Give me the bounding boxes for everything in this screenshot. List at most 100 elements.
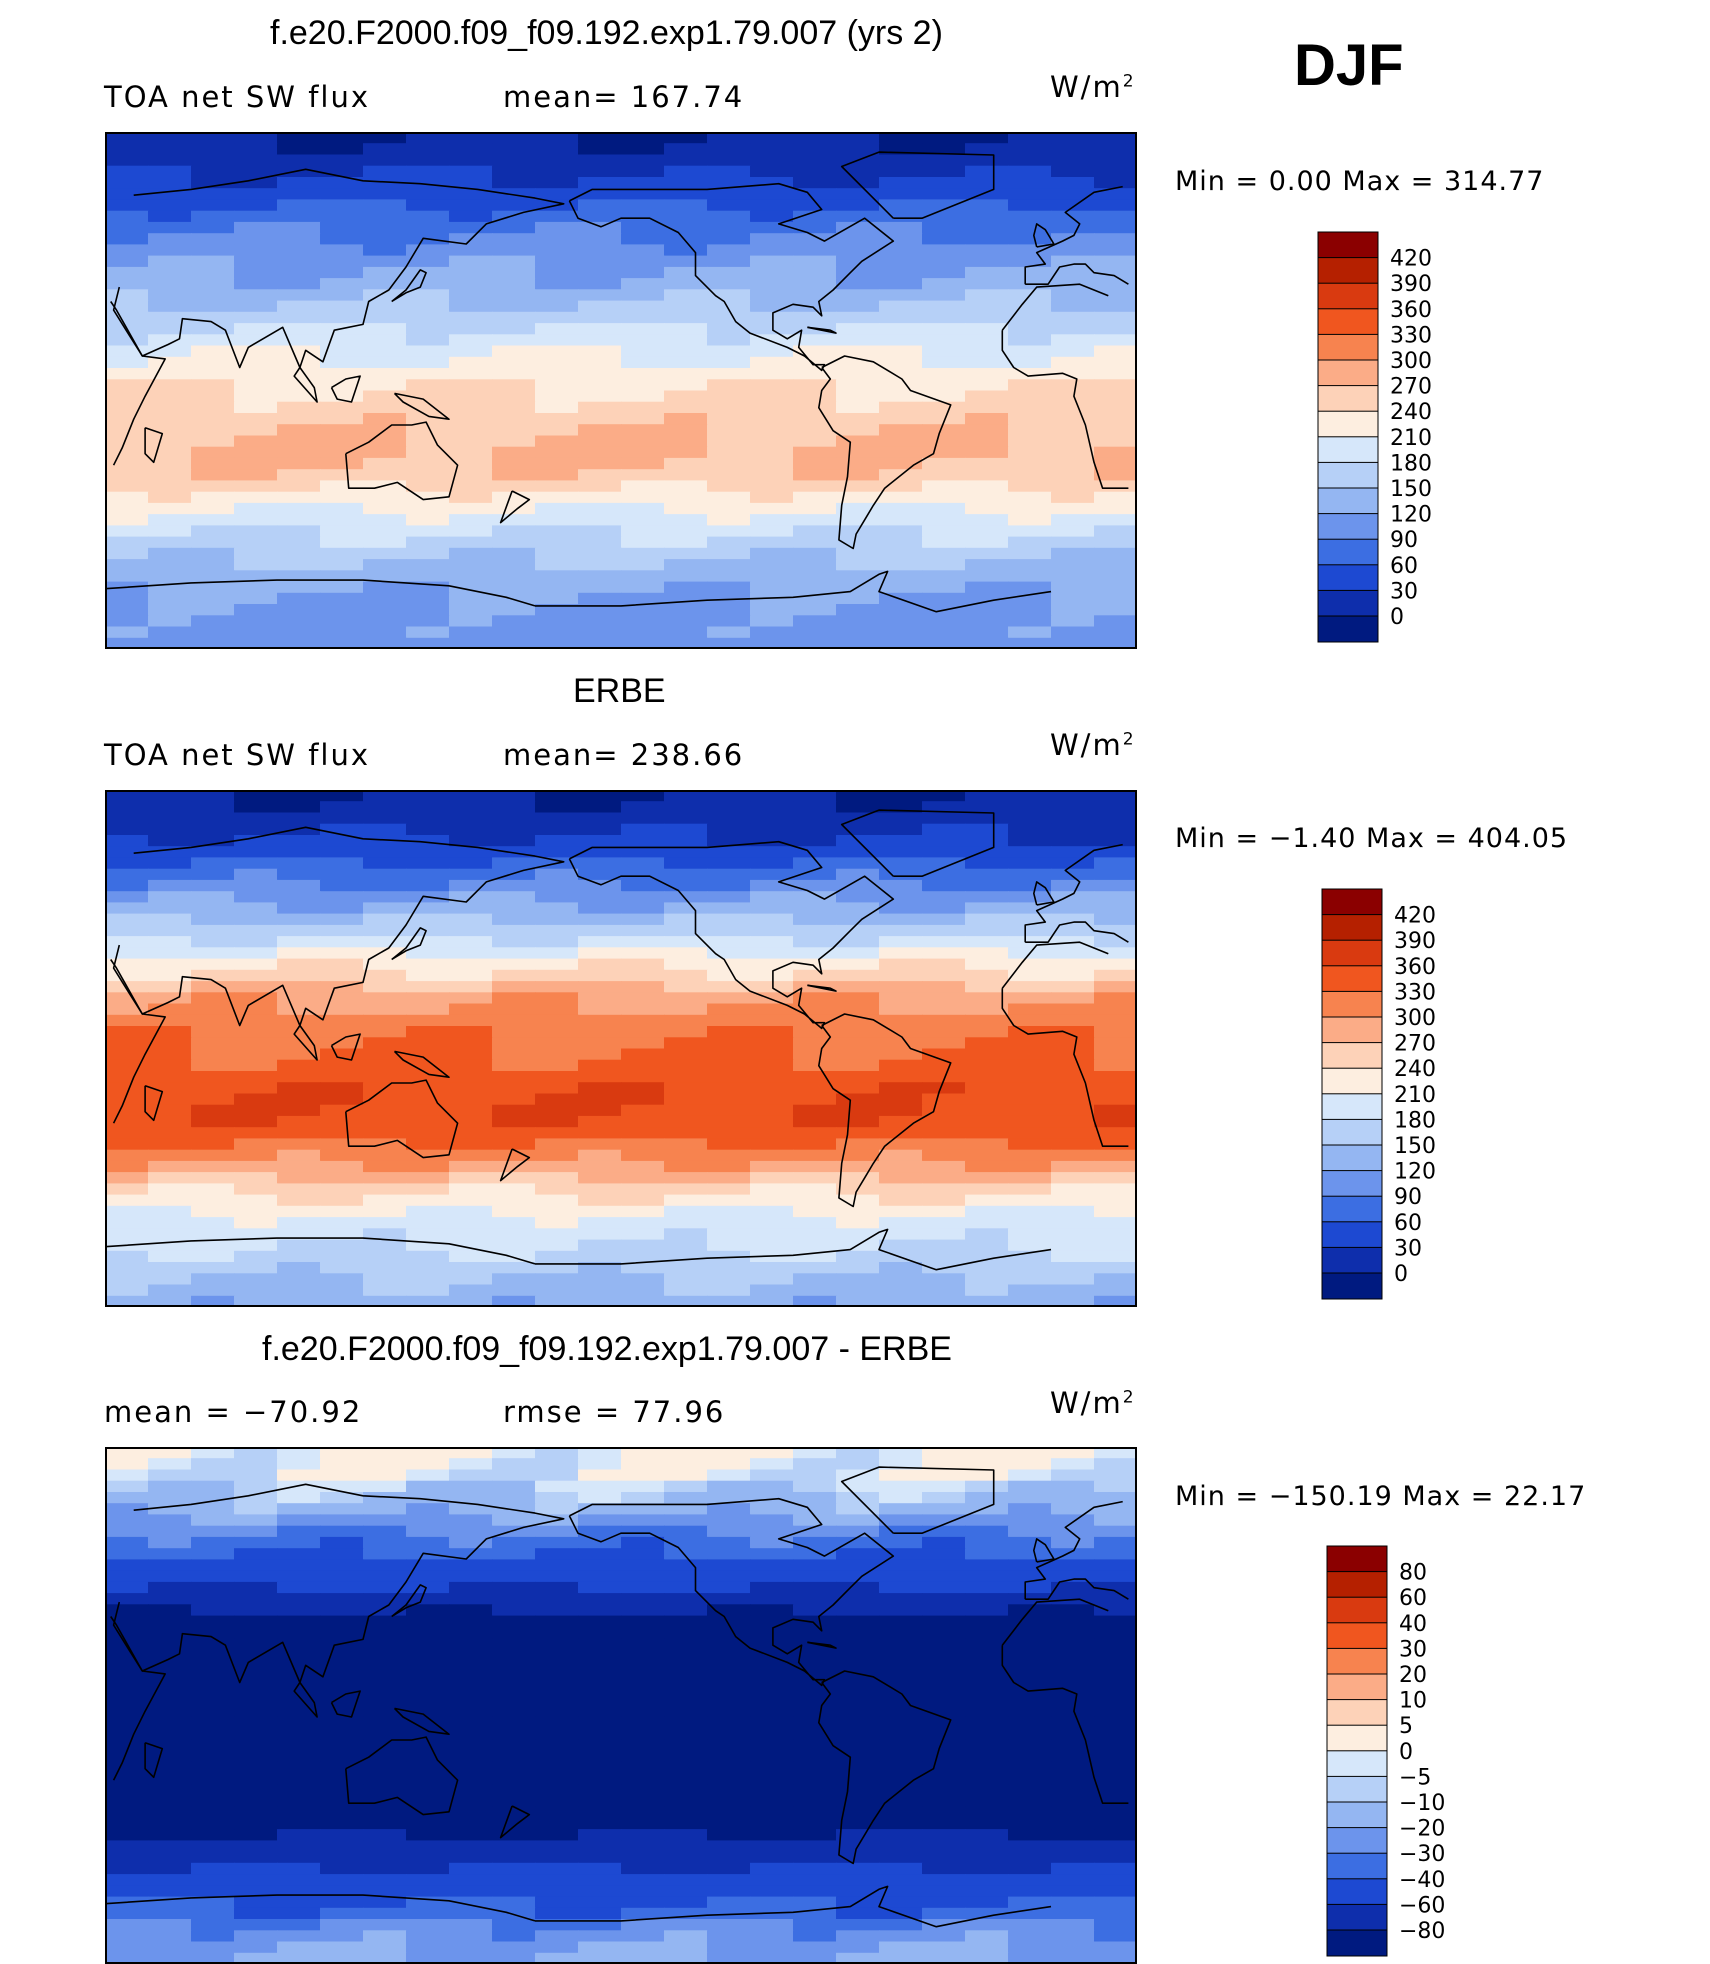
field-cell (621, 1638, 665, 1651)
field-cell (535, 1829, 579, 1842)
field-cell (105, 1851, 149, 1864)
field-cell (105, 469, 149, 482)
field-cell (621, 390, 665, 403)
colorbar-box (1326, 1622, 1388, 1650)
panel3-units: W/m2 (1050, 1386, 1136, 1420)
field-cell (277, 1514, 321, 1527)
colorbar-tick-label: 10 (1399, 1689, 1427, 1714)
field-cell (1051, 1104, 1095, 1117)
field-cell (879, 936, 923, 949)
field-cell (234, 1536, 278, 1549)
field-cell (1051, 812, 1095, 825)
panel3-map (105, 1447, 1137, 1964)
field-cell (664, 199, 708, 212)
field-cell (105, 1907, 149, 1920)
field-cell (965, 823, 1009, 836)
field-cell (1008, 1262, 1052, 1274)
field-cell (449, 1239, 493, 1252)
field-cell (750, 1795, 794, 1808)
field-cell (1094, 514, 1137, 527)
field-cell (363, 390, 407, 403)
field-cell (1094, 626, 1137, 639)
field-cell (363, 801, 407, 814)
field-cell (707, 1739, 751, 1752)
field-cell (664, 502, 708, 515)
field-cell (1008, 480, 1052, 493)
field-cell (664, 992, 708, 1005)
field-cell (621, 637, 665, 649)
field-cell (793, 514, 837, 527)
field-cell (191, 278, 235, 291)
field-cell (1051, 221, 1095, 234)
field-cell (922, 289, 966, 302)
field-cell (707, 502, 751, 515)
field-cell (1051, 1536, 1095, 1549)
field-cell (965, 1593, 1009, 1606)
field-cell (793, 1205, 837, 1218)
field-cell (793, 1115, 837, 1128)
field-cell (750, 1593, 794, 1606)
field-cell (277, 1194, 321, 1207)
field-cell (922, 1851, 966, 1864)
field-cell (965, 221, 1009, 234)
field-cell (793, 469, 837, 482)
field-cell (105, 1728, 149, 1740)
field-cell (148, 1784, 192, 1797)
field-cell (535, 221, 579, 234)
field-cell (363, 165, 407, 178)
field-cell (535, 424, 579, 437)
field-cell (105, 457, 149, 470)
field-cell (191, 1048, 235, 1061)
field-cell (707, 1772, 751, 1785)
field-cell (1051, 469, 1095, 482)
field-cell (1094, 1649, 1137, 1662)
field-cell (449, 1514, 493, 1527)
field-cell (578, 1638, 622, 1651)
field-cell (965, 1559, 1009, 1572)
field-cell (277, 446, 321, 459)
field-cell (363, 502, 407, 515)
field-cell (105, 413, 149, 425)
field-cell (277, 1183, 321, 1196)
field-cell (105, 1104, 149, 1117)
field-cell (492, 913, 536, 926)
field-cell (707, 132, 751, 144)
field-cell (105, 1262, 149, 1274)
field-cell (449, 1228, 493, 1241)
field-cell (535, 1626, 579, 1639)
field-cell (234, 379, 278, 392)
field-cell (406, 165, 450, 178)
coastline-nz (499, 490, 531, 524)
field-cell (664, 1851, 708, 1864)
field-cell (1094, 221, 1137, 234)
field-cell (148, 1194, 192, 1207)
field-cell (879, 790, 923, 802)
field-cell (1094, 790, 1137, 802)
field-cell (578, 1014, 622, 1027)
field-cell (836, 1503, 880, 1516)
colorbar-tick-label: −30 (1399, 1842, 1445, 1867)
field-cell (492, 334, 536, 347)
field-cell (277, 1874, 321, 1887)
field-cell (148, 491, 192, 504)
field-cell (793, 1149, 837, 1162)
field-cell (492, 958, 536, 971)
field-cell (1008, 502, 1052, 515)
field-cell (922, 790, 966, 802)
field-cell (320, 480, 364, 493)
field-cell (965, 1115, 1009, 1128)
field-cell (449, 278, 493, 291)
field-cell (707, 936, 751, 949)
field-cell (578, 1026, 622, 1038)
field-cell (965, 1851, 1009, 1864)
field-cell (965, 1447, 1009, 1459)
field-cell (535, 1739, 579, 1752)
field-cell (320, 1536, 364, 1549)
field-cell (621, 958, 665, 971)
field-cell (1094, 525, 1137, 538)
field-cell (1008, 1458, 1052, 1471)
field-cell (105, 604, 149, 616)
field-cell (750, 902, 794, 915)
field-cell (965, 1907, 1009, 1920)
colorbar-box (1317, 487, 1379, 515)
